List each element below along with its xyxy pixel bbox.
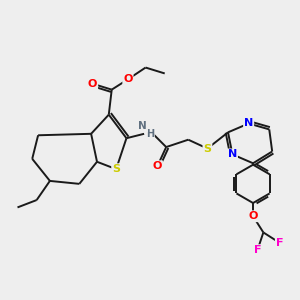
Text: N: N bbox=[244, 118, 253, 128]
Text: F: F bbox=[254, 245, 261, 255]
Text: O: O bbox=[88, 79, 97, 89]
Text: S: S bbox=[203, 143, 211, 154]
Text: O: O bbox=[248, 211, 258, 221]
Text: N: N bbox=[138, 122, 147, 131]
Text: S: S bbox=[112, 164, 120, 174]
Text: O: O bbox=[153, 161, 162, 171]
Text: O: O bbox=[123, 74, 133, 84]
Text: N: N bbox=[228, 149, 237, 159]
Text: F: F bbox=[276, 238, 283, 248]
Text: H: H bbox=[146, 129, 154, 139]
